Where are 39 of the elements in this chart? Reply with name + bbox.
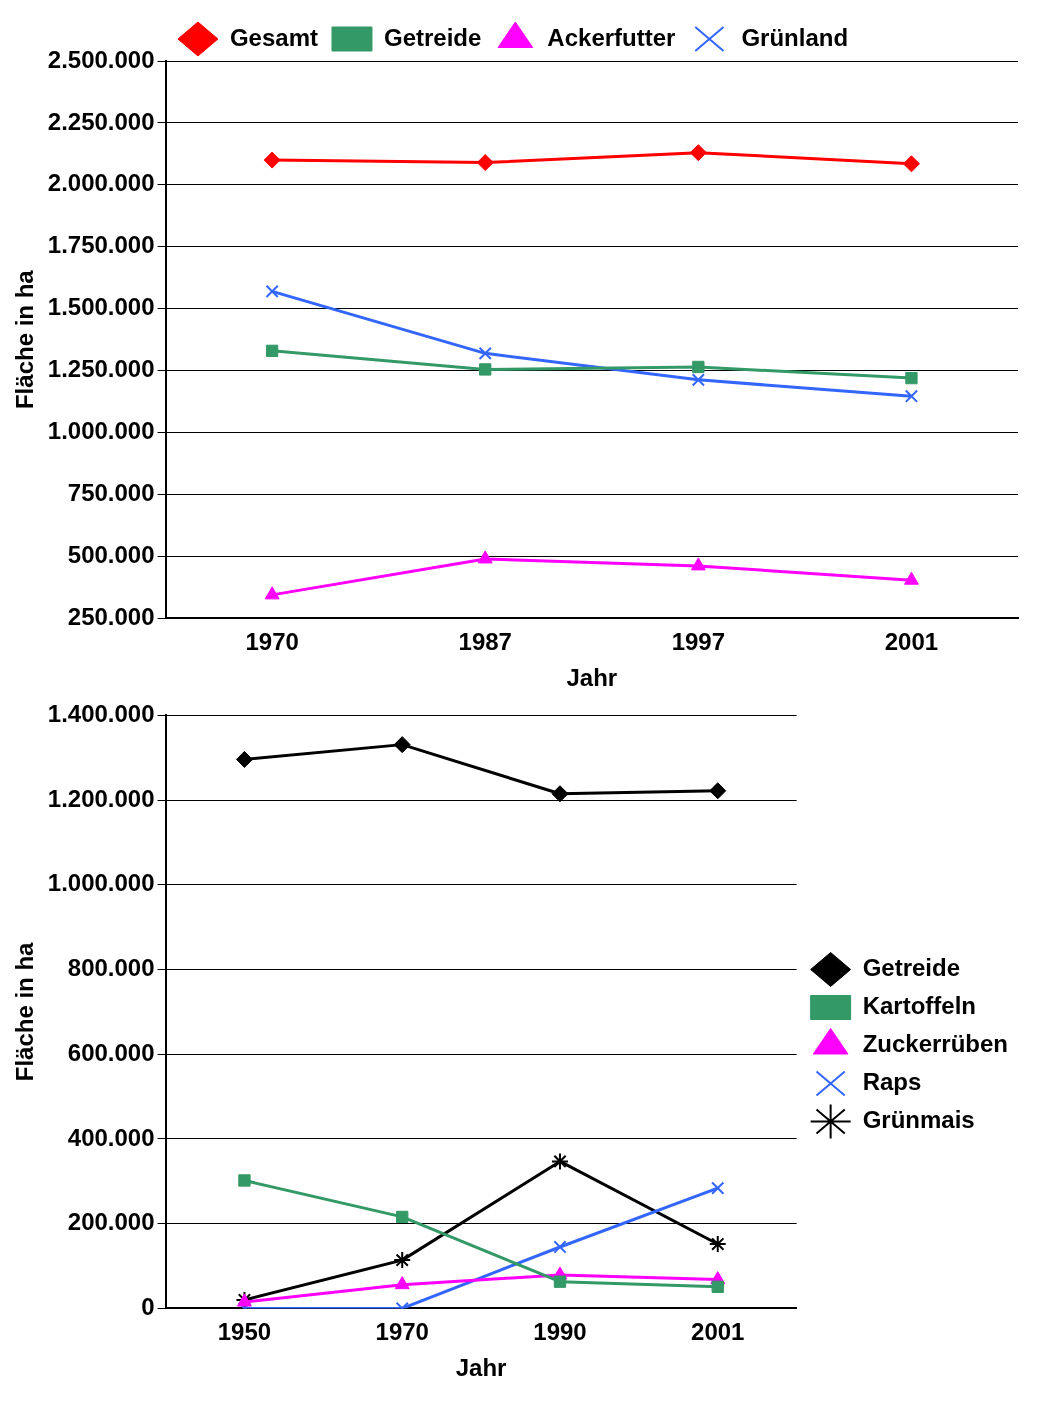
x-tick-label: 1970: [375, 1318, 429, 1346]
x-tick-label: 2001: [691, 1318, 745, 1346]
y-tick-label: 2.000.000: [47, 169, 155, 197]
y-axis-title: Fläche in ha: [11, 941, 39, 1082]
y-tick-label: 0: [141, 1293, 155, 1321]
y-tick-label: 2.250.000: [47, 107, 155, 135]
y-tick-label: 1.250.000: [47, 355, 155, 383]
x-tick-label: 1990: [533, 1318, 587, 1346]
legend-label: Grünland: [741, 23, 849, 51]
legend-label: Raps: [862, 1068, 922, 1096]
y-tick-label: 1.000.000: [47, 417, 155, 445]
legend-label: Getreide: [862, 954, 960, 982]
y-tick-label: 1.400.000: [47, 700, 155, 728]
y-axis-title: Fläche in ha: [11, 269, 39, 410]
y-tick-label: 1.200.000: [47, 784, 155, 812]
y-tick-label: 200.000: [67, 1208, 155, 1236]
x-tick-label: 1950: [217, 1318, 272, 1346]
x-tick-label: 1997: [671, 628, 726, 656]
legend-label: Grünmais: [862, 1106, 975, 1134]
y-tick-label: 1.500.000: [47, 293, 155, 321]
y-tick-label: 250.000: [67, 603, 155, 631]
y-tick-label: 1.000.000: [47, 869, 155, 897]
y-tick-label: 1.750.000: [47, 231, 155, 259]
legend-label: Zuckerrüben: [862, 1030, 1008, 1058]
legend-label: Getreide: [383, 23, 482, 51]
y-tick-label: 750.000: [67, 479, 155, 507]
y-tick-label: 400.000: [67, 1123, 155, 1151]
x-tick-label: 1970: [245, 628, 299, 656]
y-tick-label: 600.000: [67, 1038, 155, 1066]
legend-label: Kartoffeln: [862, 992, 976, 1020]
y-tick-label: 2.500.000: [47, 45, 155, 73]
y-tick-label: 500.000: [67, 541, 155, 569]
x-axis-title: Jahr: [566, 664, 618, 692]
x-tick-label: 2001: [884, 628, 939, 656]
x-tick-label: 1987: [458, 628, 512, 656]
y-tick-label: 800.000: [67, 954, 155, 982]
x-axis-title: Jahr: [455, 1354, 507, 1382]
legend-label: Ackerfutter: [547, 23, 676, 51]
legend-label: Gesamt: [229, 23, 318, 51]
